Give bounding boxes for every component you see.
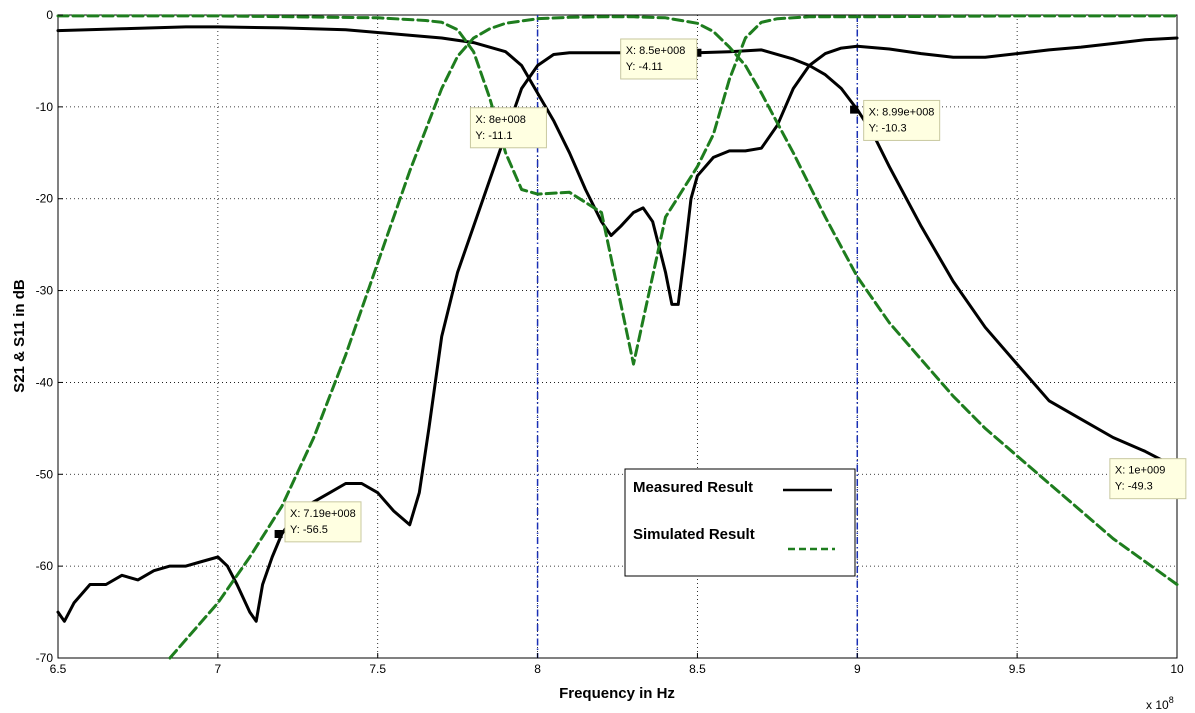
x-tick-label: 7 xyxy=(215,662,222,676)
y-tick-label: -20 xyxy=(36,192,54,206)
data-tip-x-text: X: 7.19e+008 xyxy=(290,508,356,520)
x-tick-label: 6.5 xyxy=(50,662,67,676)
legend-label-simulated: Simulated Result xyxy=(633,526,755,543)
data-tip-y-text: Y: -49.3 xyxy=(1115,481,1153,493)
x-axis-multiplier-exponent: 8 xyxy=(1169,695,1174,705)
plot-area xyxy=(57,14,1178,659)
x-axis-multiplier: x 108 xyxy=(1146,695,1174,712)
simulated-curve-1 xyxy=(56,14,1179,366)
y-tick-label: -70 xyxy=(36,651,54,665)
data-tip-x-text: X: 8e+008 xyxy=(475,114,525,126)
y-axis-ticks: 0 -10 -20 -30 -40 -50 -60 -70 xyxy=(36,8,63,665)
x-tick-label: 8 xyxy=(534,662,541,676)
data-tip-box xyxy=(620,38,698,80)
data-tip-x-text: X: 1e+009 xyxy=(1115,465,1165,477)
data-tips: X: 7.19e+008 Y: -56.5 X: 8e+008 Y: -11.1 X: … xyxy=(274,38,1187,543)
data-tip-x-text: X: 8.99e+008 xyxy=(869,106,935,118)
data-tip-point xyxy=(693,48,702,57)
y-tick-label: -40 xyxy=(36,375,54,389)
data-tip-box xyxy=(1109,458,1187,500)
data-tip-y-text: Y: -4.11 xyxy=(626,61,663,73)
x-axis-ticks: 6.5 7 7.5 8 8.5 9 9.5 10 xyxy=(50,653,1184,676)
y-tick-label: -60 xyxy=(36,559,54,573)
x-tick-label: 9 xyxy=(854,662,861,676)
data-tip-point xyxy=(274,529,283,538)
measured-curve-2 xyxy=(56,25,1179,306)
x-axis-label: Frequency in Hz xyxy=(559,685,675,702)
y-tick-label: -10 xyxy=(36,100,54,114)
data-tip-point xyxy=(850,105,859,114)
data-tip-box xyxy=(469,107,547,149)
data-tip-y-text: Y: -11.1 xyxy=(475,130,512,142)
data-tip-box xyxy=(284,501,362,543)
legend-box xyxy=(624,468,856,577)
legend-label-measured: Measured Result xyxy=(633,479,753,496)
legend: Measured Result Simulated Result xyxy=(624,468,856,577)
x-tick-label: 7.5 xyxy=(369,662,386,676)
data-tip-y-text: Y: -10.3 xyxy=(869,122,907,134)
simulated-curve-2 xyxy=(168,15,1179,660)
y-axis-label: S21 & S11 in dB xyxy=(11,279,28,393)
x-tick-label: 10 xyxy=(1170,662,1184,676)
data-tip-x-text: X: 8.5e+008 xyxy=(626,45,686,57)
x-axis-multiplier-base: x 10 xyxy=(1146,698,1169,712)
data-tip-y-text: Y: -56.5 xyxy=(290,524,328,536)
y-tick-label: -30 xyxy=(36,284,54,298)
x-tick-label: 8.5 xyxy=(689,662,706,676)
y-tick-label: 0 xyxy=(46,8,53,22)
x-tick-label: 9.5 xyxy=(1009,662,1026,676)
y-tick-label: -50 xyxy=(36,467,54,481)
grid xyxy=(58,15,1177,658)
data-tip-box xyxy=(863,99,941,141)
